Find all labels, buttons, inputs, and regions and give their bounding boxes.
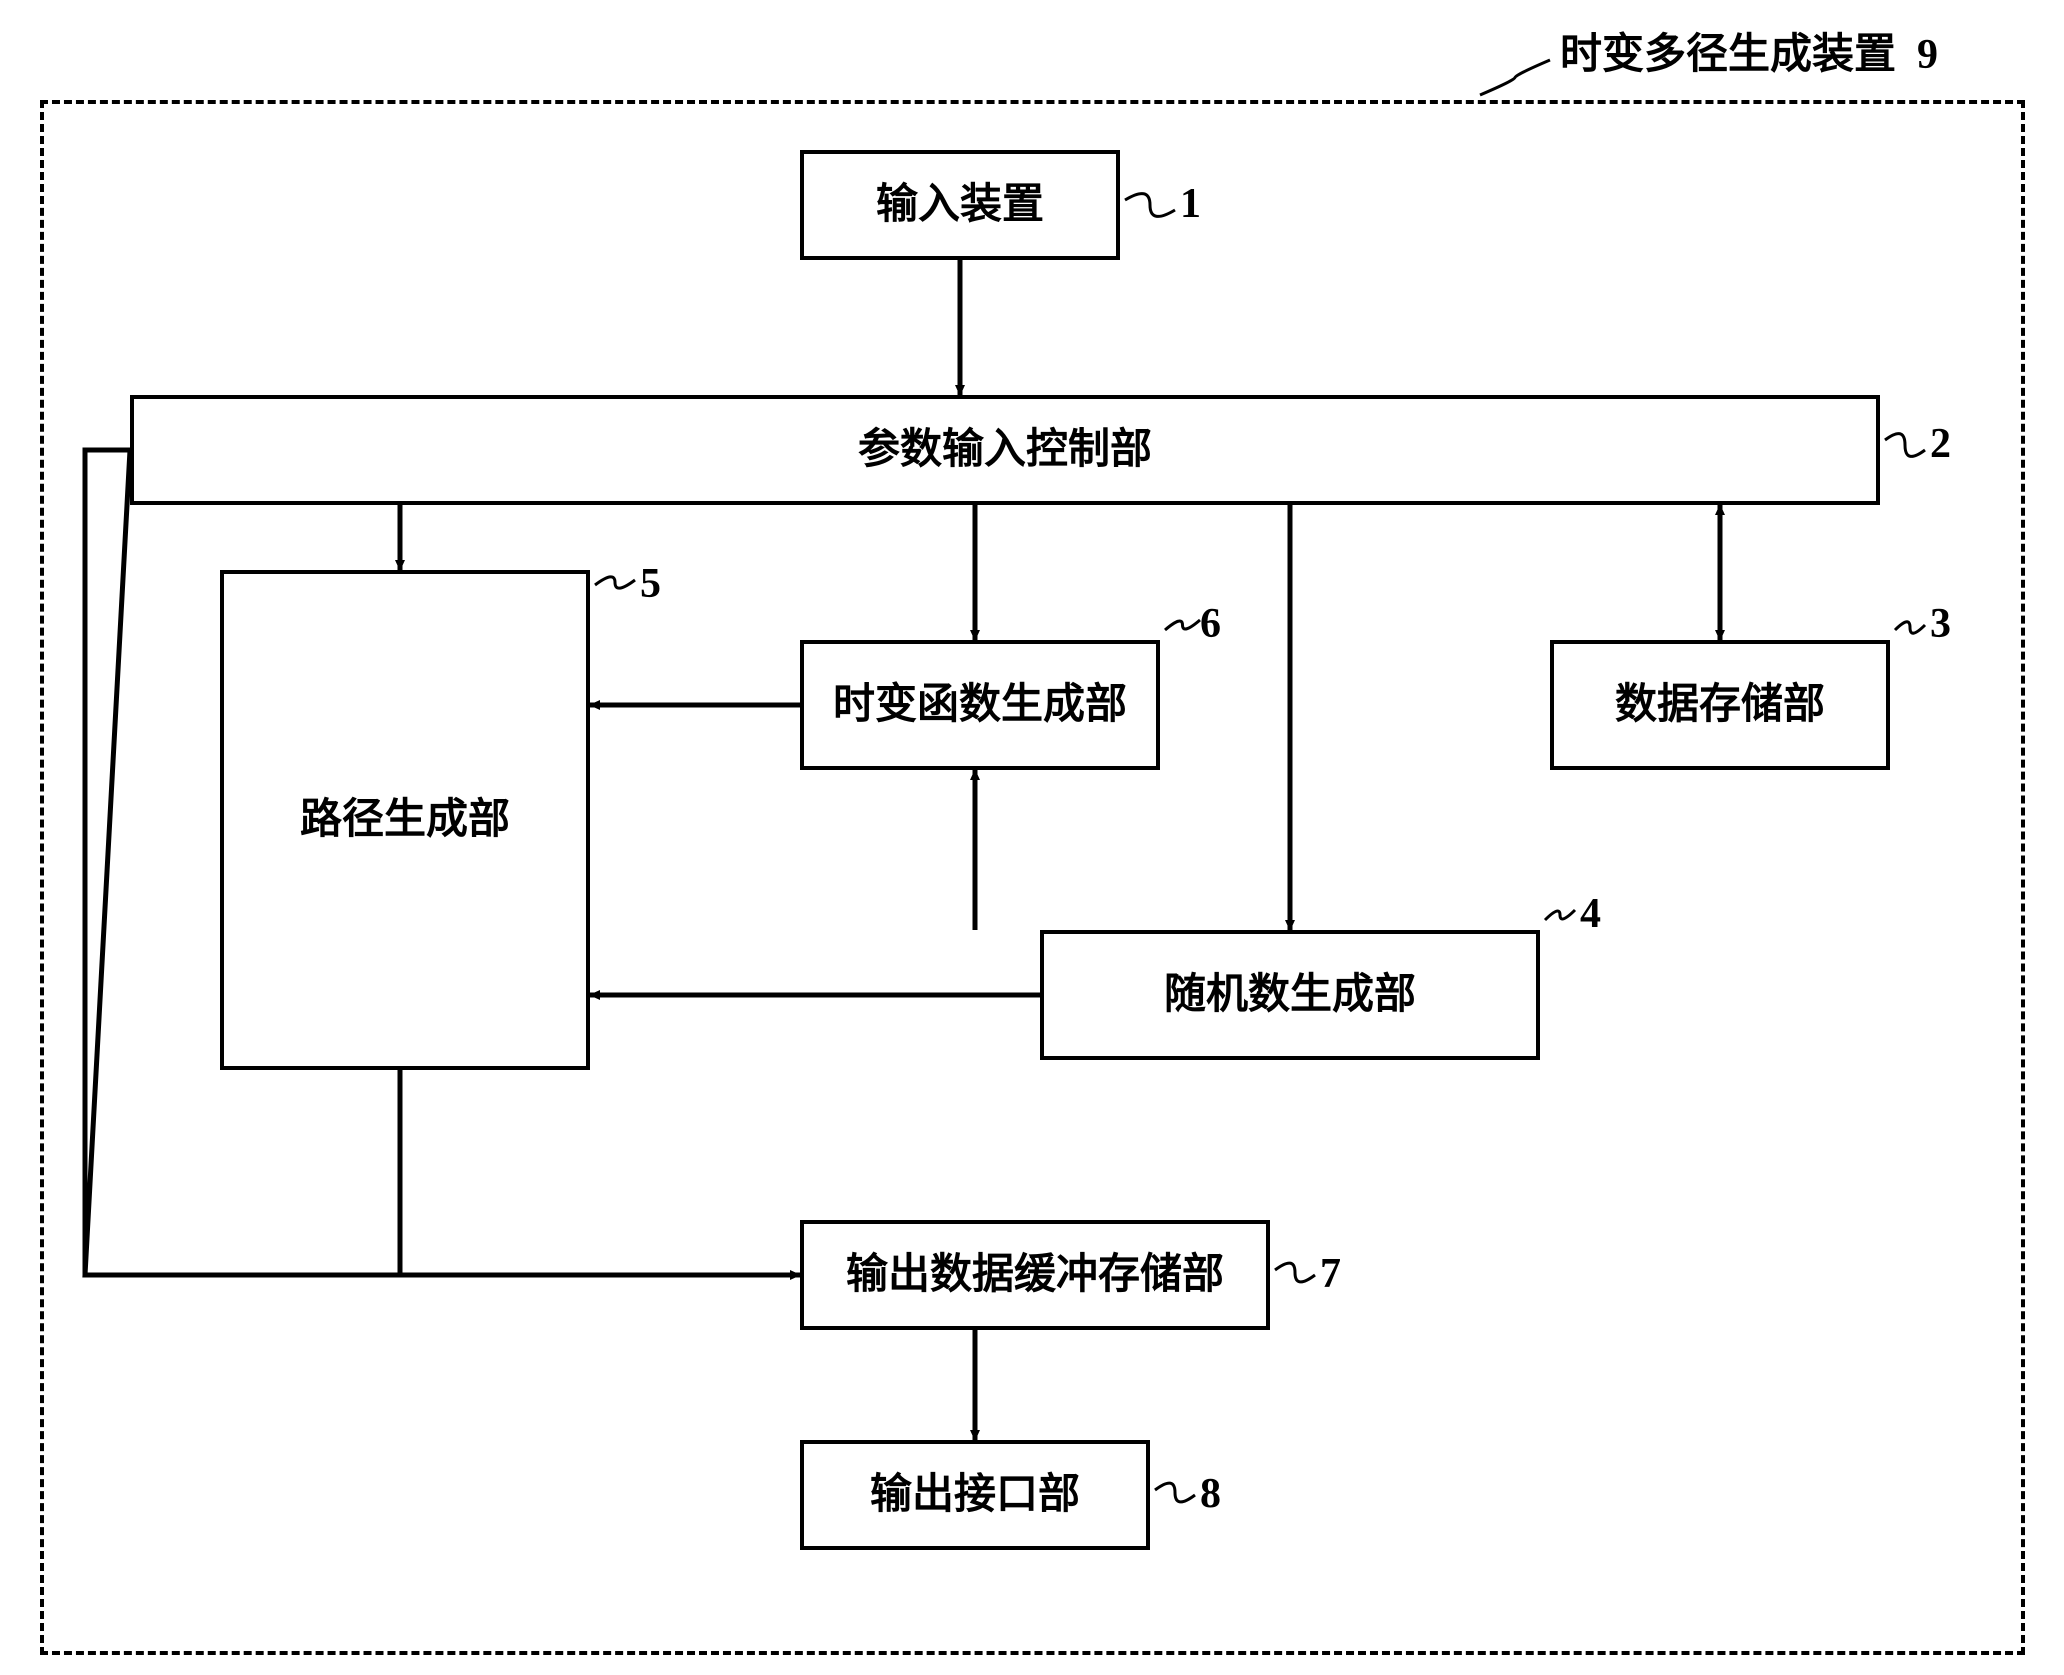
block-parameter-input-control: 参数输入控制部 [130,395,1880,505]
diagram-canvas: 时变多径生成装置 9 输入装置 参数输入控制部 路径生成部 时变函数生成部 数据… [0,0,2064,1675]
block-output-interface: 输出接口部 [800,1440,1150,1550]
ref-number-text: 6 [1200,601,1221,647]
ref-number-5: 5 [640,560,661,608]
ref-number-text: 8 [1200,1471,1221,1517]
ref-number-8: 8 [1200,1470,1221,1518]
block-input-device: 输入装置 [800,150,1120,260]
ref-number-1: 1 [1180,180,1201,228]
diagram-title: 时变多径生成装置 9 [1560,20,1938,81]
title-text: 时变多径生成装置 [1560,32,1896,78]
block-data-storage: 数据存储部 [1550,640,1890,770]
ref-number-text: 3 [1930,601,1951,647]
leader-l9 [1480,60,1550,95]
block-label: 输出接口部 [870,1470,1080,1520]
block-label: 路径生成部 [300,795,510,845]
block-label: 随机数生成部 [1164,970,1416,1020]
ref-number-2: 2 [1930,420,1951,468]
block-random-number-generation: 随机数生成部 [1040,930,1540,1060]
block-output-data-buffer-storage: 输出数据缓冲存储部 [800,1220,1270,1330]
ref-number-6: 6 [1200,600,1221,648]
title-number: 9 [1917,32,1938,78]
ref-number-text: 7 [1320,1251,1341,1297]
ref-number-text: 5 [640,561,661,607]
ref-number-4: 4 [1580,890,1601,938]
ref-number-text: 4 [1580,891,1601,937]
block-label: 输出数据缓冲存储部 [846,1250,1224,1300]
ref-number-7: 7 [1320,1250,1341,1298]
block-path-generation: 路径生成部 [220,570,590,1070]
block-label: 输入装置 [876,180,1044,230]
ref-number-text: 1 [1180,181,1201,227]
block-label: 时变函数生成部 [833,680,1127,730]
ref-number-text: 2 [1930,421,1951,467]
block-time-varying-function-generation: 时变函数生成部 [800,640,1160,770]
block-label: 数据存储部 [1615,680,1825,730]
ref-number-3: 3 [1930,600,1951,648]
block-label: 参数输入控制部 [858,425,1152,475]
